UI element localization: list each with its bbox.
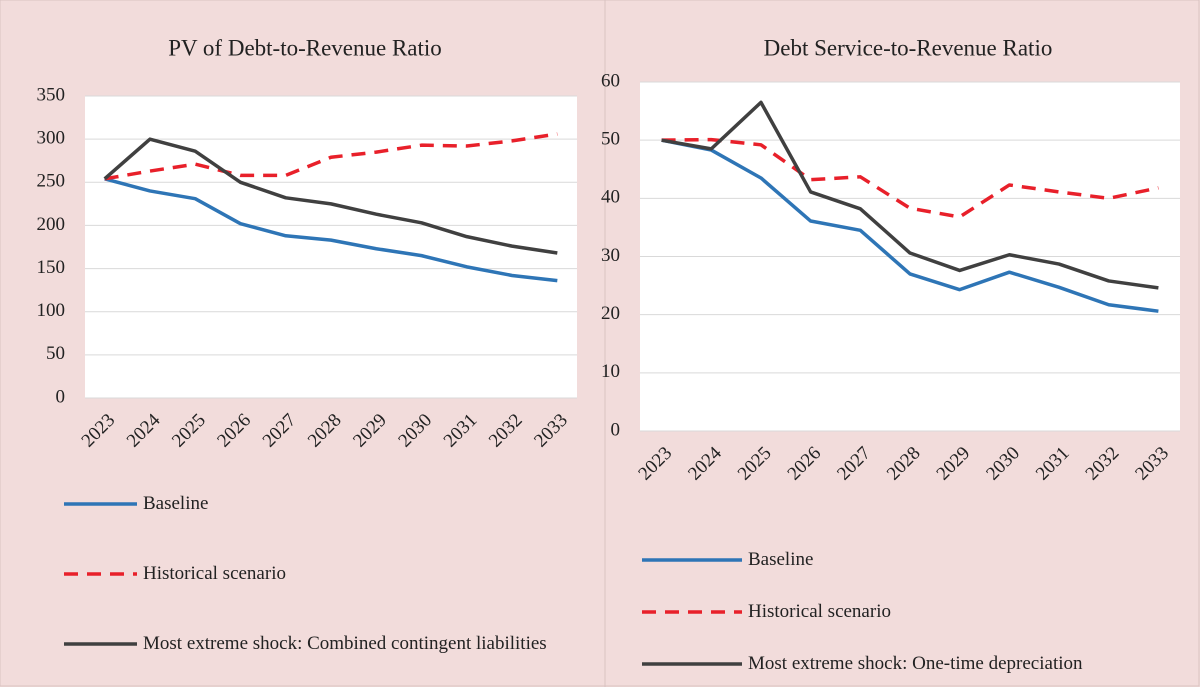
legend-swatch bbox=[642, 662, 742, 666]
legend-entry: Most extreme shock: Combined contingent … bbox=[62, 632, 547, 656]
legend-label: Baseline bbox=[143, 493, 209, 514]
legend-entry: Baseline bbox=[62, 492, 208, 516]
y-tick-label: 300 bbox=[37, 128, 66, 149]
x-tick-label: 2028 bbox=[304, 410, 346, 452]
plot-area bbox=[85, 96, 577, 398]
x-tick-label: 2030 bbox=[394, 410, 436, 452]
x-tick-label: 2023 bbox=[634, 443, 676, 485]
x-tick-label: 2027 bbox=[833, 443, 875, 485]
legend-label: Most extreme shock: One-time depreciatio… bbox=[748, 653, 1083, 674]
x-tick-label: 2028 bbox=[883, 443, 925, 485]
x-tick-label: 2031 bbox=[440, 410, 482, 452]
x-tick-label: 2026 bbox=[784, 443, 826, 485]
y-tick-label: 0 bbox=[611, 419, 621, 440]
y-tick-label: 200 bbox=[37, 214, 66, 235]
x-tick-label: 2032 bbox=[1082, 443, 1124, 485]
chart-title: Debt Service-to-Revenue Ratio bbox=[764, 35, 1053, 60]
x-tick-label: 2025 bbox=[168, 410, 210, 452]
x-tick-label: 2025 bbox=[734, 443, 776, 485]
x-tick-label: 2033 bbox=[1131, 443, 1173, 485]
x-tick-label: 2029 bbox=[933, 443, 975, 485]
legend-swatch bbox=[64, 642, 137, 646]
legend-label: Most extreme shock: Combined contingent … bbox=[143, 633, 547, 654]
legend-entry: Historical scenario bbox=[62, 562, 286, 586]
series-line bbox=[661, 138, 1159, 313]
y-tick-label: 60 bbox=[601, 70, 620, 91]
y-tick-label: 100 bbox=[37, 300, 66, 321]
y-tick-label: 10 bbox=[601, 361, 620, 382]
legend-entry: Baseline bbox=[640, 548, 813, 572]
y-tick-label: 0 bbox=[56, 386, 66, 407]
y-tick-label: 250 bbox=[37, 171, 66, 192]
legend-swatch bbox=[642, 558, 742, 562]
legend-swatch bbox=[64, 572, 137, 576]
y-tick-label: 350 bbox=[37, 84, 66, 105]
chart-title: PV of Debt-to-Revenue Ratio bbox=[168, 35, 442, 60]
y-tick-label: 30 bbox=[601, 245, 620, 266]
x-tick-label: 2024 bbox=[123, 409, 165, 451]
legend-label: Baseline bbox=[748, 549, 814, 570]
x-tick-label: 2031 bbox=[1032, 443, 1074, 485]
x-tick-label: 2024 bbox=[684, 442, 726, 484]
series-line bbox=[104, 132, 558, 181]
y-tick-label: 50 bbox=[601, 129, 620, 150]
series-line bbox=[103, 137, 558, 255]
legend-label: Historical scenario bbox=[748, 601, 891, 622]
legend-entry: Most extreme shock: One-time depreciatio… bbox=[640, 652, 1083, 676]
x-tick-label: 2027 bbox=[259, 410, 301, 452]
y-tick-label: 50 bbox=[46, 343, 65, 364]
legend-label: Historical scenario bbox=[143, 563, 286, 584]
x-tick-label: 2023 bbox=[78, 410, 120, 452]
series-line bbox=[104, 177, 558, 283]
x-tick-label: 2033 bbox=[530, 410, 572, 452]
series-line bbox=[661, 137, 1159, 219]
series-line bbox=[661, 100, 1159, 290]
x-tick-label: 2026 bbox=[213, 410, 255, 452]
y-tick-label: 40 bbox=[601, 187, 620, 208]
legend-entry: Historical scenario bbox=[640, 600, 891, 624]
y-tick-label: 20 bbox=[601, 303, 620, 324]
x-tick-label: 2032 bbox=[485, 410, 527, 452]
y-tick-label: 150 bbox=[37, 257, 66, 278]
legend-swatch bbox=[642, 610, 742, 614]
x-tick-label: 2030 bbox=[982, 443, 1024, 485]
x-tick-label: 2029 bbox=[349, 410, 391, 452]
legend-swatch bbox=[64, 502, 137, 506]
